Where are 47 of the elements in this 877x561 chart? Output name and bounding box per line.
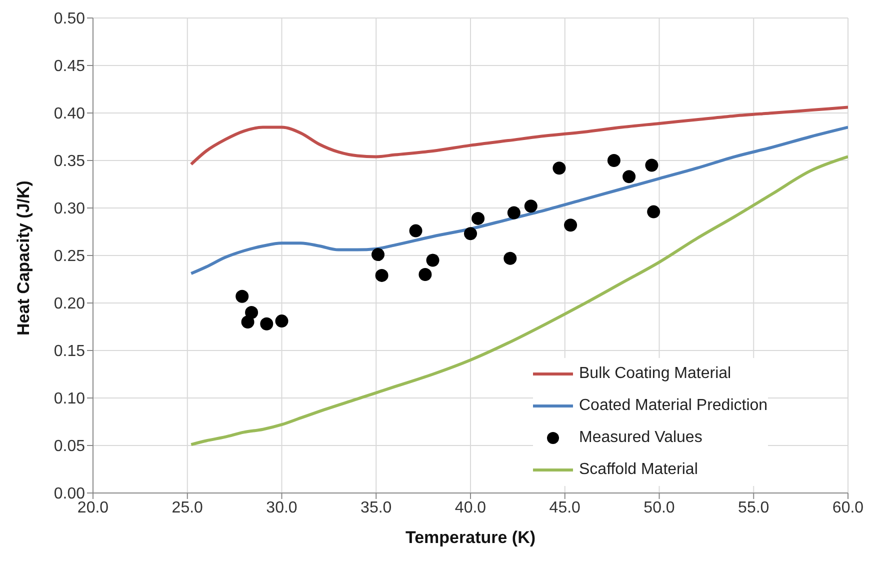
y-tick-label: 0.10 — [54, 390, 86, 408]
y-tick-label: 0.45 — [54, 58, 86, 76]
y-tick-label: 0.50 — [54, 10, 86, 28]
line-series — [190, 126, 848, 276]
line-series — [190, 155, 848, 446]
point — [418, 268, 432, 281]
x-tick-label: 45.0 — [549, 499, 581, 516]
x-tick-label: 35.0 — [360, 499, 392, 516]
x-tick-label: 40.0 — [454, 499, 486, 516]
x-tick-label: 25.0 — [172, 499, 204, 516]
x-axis-title: Temperature (K) — [405, 528, 536, 547]
legend-label: Coated Material Prediction — [579, 397, 768, 415]
y-tick-label: 0.25 — [54, 248, 86, 266]
x-tick-label: 30.0 — [266, 499, 298, 516]
x-tick-label: 50.0 — [644, 499, 675, 516]
y-tick-label: 0.35 — [54, 153, 86, 170]
legend-label: Measured Values — [579, 429, 702, 447]
point — [552, 162, 566, 175]
y-tick-label: 0.40 — [54, 106, 86, 123]
point — [426, 254, 440, 267]
point — [236, 290, 249, 303]
point — [564, 218, 578, 232]
point — [375, 268, 388, 282]
point — [622, 170, 636, 184]
point — [409, 224, 422, 238]
line-series — [190, 106, 848, 166]
point — [241, 316, 254, 328]
y-tick-label: 0.05 — [54, 438, 86, 456]
point — [645, 158, 658, 172]
y-tick-label: 0.15 — [54, 343, 86, 360]
point — [275, 314, 288, 328]
x-tick-label: 55.0 — [738, 499, 770, 516]
point — [647, 205, 660, 218]
x-tick-label: 60.0 — [832, 499, 864, 516]
point — [372, 248, 385, 262]
legend-label: Bulk Coating Material — [579, 365, 732, 383]
y-tick-label: 0.20 — [54, 296, 86, 313]
point — [507, 206, 520, 220]
point — [607, 154, 620, 167]
y-axis-title: Heat Capacity (J/K) — [14, 180, 34, 336]
legend-label: Scaffold Material — [579, 461, 698, 479]
point — [472, 212, 485, 225]
point — [464, 227, 477, 240]
y-tick-label: 0.30 — [54, 200, 86, 218]
point — [260, 317, 274, 330]
point — [504, 252, 517, 265]
point — [524, 200, 538, 213]
